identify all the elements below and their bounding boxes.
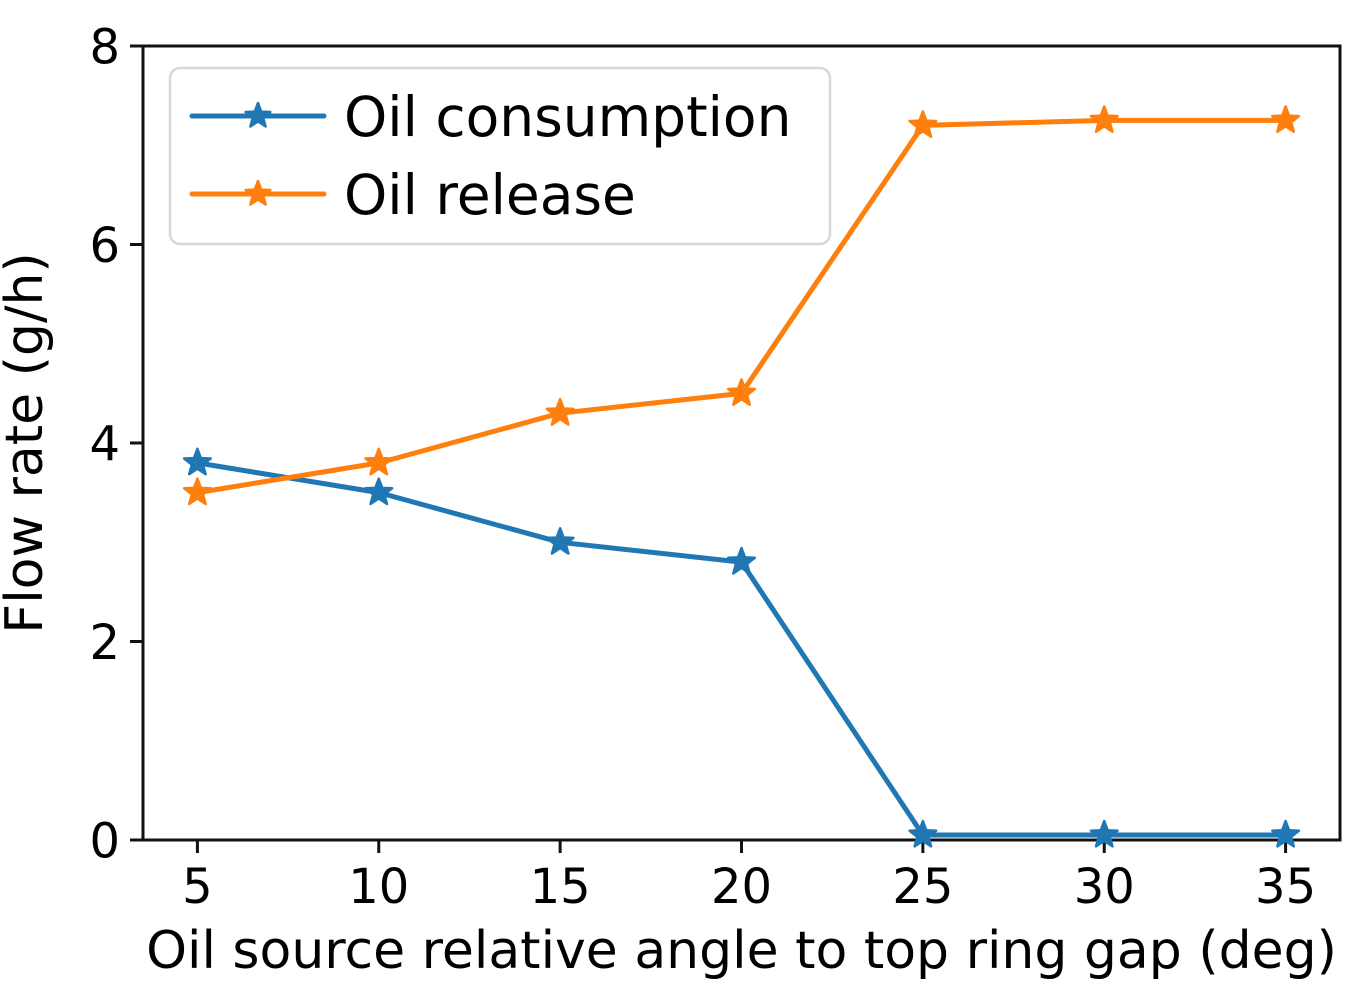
legend-star-marker xyxy=(244,179,272,206)
legend-star-marker xyxy=(244,101,272,128)
legend-entry-oil-consumption: Oil consumption xyxy=(189,85,791,149)
series-oil-consumption-marker xyxy=(1271,819,1301,848)
series-oil-consumption xyxy=(182,447,1301,848)
y-axis-tick-label: 2 xyxy=(89,615,120,671)
series-oil-consumption-marker xyxy=(182,447,212,476)
series-oil-consumption-marker xyxy=(908,819,938,848)
series-oil-consumption-line xyxy=(194,460,1289,838)
x-axis-tick-label: 5 xyxy=(182,859,213,915)
series-oil-release xyxy=(182,105,1301,506)
legend-label: Oil release xyxy=(344,163,636,227)
legend-label: Oil consumption xyxy=(344,85,791,149)
y-axis-tick-label: 6 xyxy=(89,218,120,274)
series-oil-consumption-marker xyxy=(726,546,757,575)
x-axis-tick-label: 25 xyxy=(892,859,953,915)
y-axis-label: Flow rate (g/h) xyxy=(0,252,55,633)
y-axis-tick-label: 8 xyxy=(89,19,120,75)
legend-entry-oil-release: Oil release xyxy=(189,163,636,227)
series-oil-release-marker xyxy=(364,447,394,476)
legend-box xyxy=(168,66,832,246)
x-axis-tick-label: 15 xyxy=(530,859,591,915)
series-oil-release-marker xyxy=(545,397,575,426)
series-oil-release-marker xyxy=(182,477,212,506)
x-axis-label: Oil source relative angle to top ring ga… xyxy=(146,921,1337,981)
y-axis-tick-label: 4 xyxy=(89,416,120,472)
series-oil-release-marker xyxy=(1271,105,1301,134)
y-axis: 0 2 4 6 8 xyxy=(89,19,143,869)
series-oil-consumption-marker xyxy=(364,477,394,506)
series-oil-release-marker xyxy=(726,378,757,406)
x-axis: 5 10 15 20 25 30 35 xyxy=(182,840,1316,915)
series-oil-consumption-marker xyxy=(1089,819,1119,848)
x-axis-tick-label: 35 xyxy=(1255,859,1316,915)
y-axis-tick-label: 0 xyxy=(89,813,120,869)
series-oil-consumption-marker xyxy=(545,527,575,555)
x-axis-tick-label: 20 xyxy=(711,859,772,915)
x-axis-tick-label: 30 xyxy=(1074,859,1135,915)
legend: Oil consumption Oil release xyxy=(168,66,832,246)
series-oil-release-marker xyxy=(1089,105,1119,134)
series-oil-release-marker xyxy=(908,110,938,138)
x-axis-tick-label: 10 xyxy=(348,859,409,915)
